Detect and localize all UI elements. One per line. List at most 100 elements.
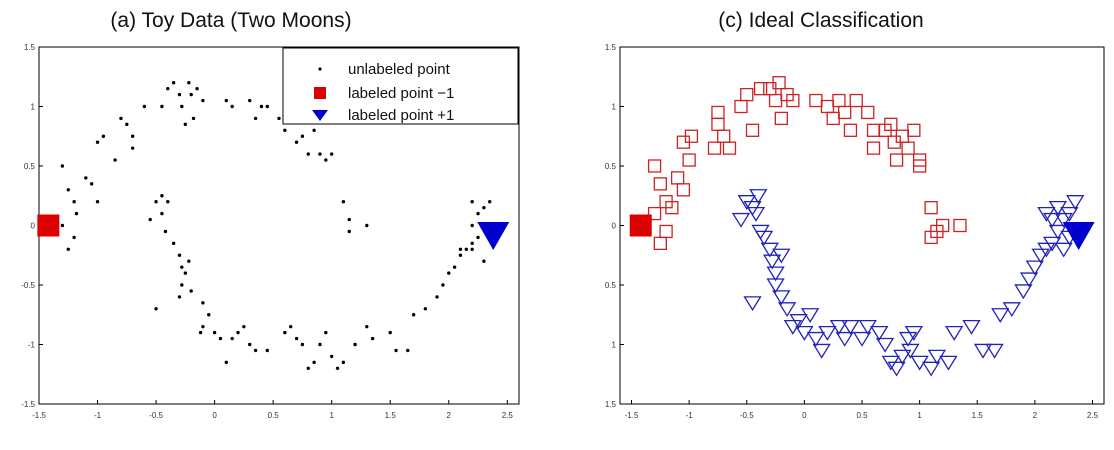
class-plus-point — [777, 302, 797, 318]
class-plus-point — [852, 331, 872, 347]
unlabeled-point — [306, 366, 310, 370]
class-minus-point — [665, 200, 679, 215]
y-tick-label: 1 — [612, 341, 617, 350]
x-tick-label: 0 — [212, 411, 217, 420]
class-plus-point — [746, 206, 766, 222]
class-plus-point — [939, 355, 958, 371]
unlabeled-point — [253, 348, 258, 353]
unlabeled-point — [324, 158, 328, 162]
unlabeled-point — [230, 336, 234, 341]
unlabeled-point — [406, 348, 410, 353]
unlabeled-point — [84, 176, 88, 180]
unlabeled-point — [198, 330, 203, 335]
unlabeled-point — [195, 86, 199, 91]
labeled-point-plus — [477, 222, 510, 251]
x-tick-label: 2.5 — [502, 411, 514, 420]
class-plus-point — [904, 325, 924, 341]
unlabeled-point — [236, 330, 240, 335]
unlabeled-point — [388, 330, 392, 335]
unlabeled-point — [72, 200, 76, 204]
class-plus-point — [841, 319, 860, 335]
unlabeled-point — [435, 295, 439, 299]
unlabeled-point — [335, 366, 340, 370]
legend-label-unlabeled: unlabeled point — [348, 61, 451, 78]
unlabeled-point — [283, 330, 287, 335]
class-minus-point — [838, 105, 852, 120]
unlabeled-point — [394, 348, 398, 353]
class-plus-point — [985, 343, 1004, 359]
x-tick-label: 2 — [447, 411, 452, 420]
unlabeled-point — [163, 229, 168, 234]
unlabeled-point — [476, 211, 480, 216]
class-minus-point — [866, 141, 881, 155]
class-plus-point — [754, 230, 774, 246]
class-minus-point — [653, 177, 667, 191]
y-axis-ticks: 1.5 1 0.5 0 -0.5 -1 -1.5 — [21, 43, 43, 409]
unlabeled-point — [353, 342, 357, 347]
class-plus-point — [945, 325, 964, 341]
class-plus-point — [991, 308, 1010, 323]
unlabeled-point — [154, 307, 158, 311]
scatter-points — [37, 81, 510, 370]
unlabeled-point — [441, 283, 445, 287]
class-plus-point — [818, 325, 837, 341]
y-tick-label: 0.5 — [605, 281, 617, 290]
unlabeled-point — [452, 265, 457, 269]
unlabeled-point — [201, 98, 205, 103]
class-plus-point — [893, 349, 912, 365]
y-tick-label: -1.5 — [21, 400, 35, 409]
labeled-point-plus — [1062, 222, 1095, 251]
x-tick-label: -1.5 — [32, 411, 46, 420]
x-axis-ticks: -1.5 -1 -0.5 0 0.5 1 1.5 2 2.5 — [32, 400, 513, 420]
class-minus-point — [772, 76, 786, 90]
unlabeled-point — [470, 200, 474, 204]
class-plus-point — [800, 308, 820, 323]
unlabeled-point — [207, 313, 211, 317]
class-minus-point — [745, 123, 760, 137]
unlabeled-point — [476, 235, 480, 240]
class-plus-point — [1025, 260, 1045, 276]
unlabeled-point — [191, 116, 196, 121]
y-axis-ticks: 1.5 1 0.5 0 0.5 1 1.5 — [605, 43, 624, 409]
class-plus-point — [901, 343, 920, 359]
class-plus-point — [875, 337, 895, 353]
unlabeled-point — [160, 211, 164, 216]
unlabeled-point — [224, 98, 229, 103]
y-tick-label: -0.5 — [21, 281, 35, 290]
class-plus-point — [1054, 212, 1073, 228]
y-tick-label: 1 — [31, 103, 36, 112]
chart-title-ideal-classification: (c) Ideal Classification — [718, 9, 923, 32]
unlabeled-point — [347, 217, 351, 222]
unlabeled-point — [265, 104, 269, 109]
class-plus-point — [766, 266, 785, 282]
class-minus-point — [707, 141, 722, 155]
unlabeled-point — [154, 200, 158, 204]
unlabeled-point — [300, 134, 305, 138]
unlabeled-point — [60, 223, 65, 228]
x-tick-label: -0.5 — [149, 411, 163, 420]
class-plus-point — [731, 212, 751, 228]
unlabeled-point — [160, 194, 164, 198]
unlabeled-point — [242, 324, 246, 329]
unlabeled-point — [187, 81, 191, 85]
unlabeled-point — [265, 348, 269, 353]
class-minus-point — [912, 159, 927, 173]
class-minus-point — [647, 159, 662, 173]
class-plus-point — [835, 331, 854, 347]
unlabeled-point — [101, 134, 106, 138]
unlabeled-point — [294, 140, 299, 144]
class-plus-point — [1031, 248, 1050, 264]
unlabeled-point — [470, 223, 474, 228]
unlabeled-point — [294, 336, 299, 341]
class-minus-point — [711, 105, 725, 120]
unlabeled-point — [365, 223, 369, 228]
labeled-point-minus — [37, 214, 60, 237]
class-minus-point — [684, 129, 699, 143]
unlabeled-point — [277, 116, 281, 121]
class-minus-point — [889, 153, 904, 167]
y-tick-label: 1.5 — [24, 43, 36, 52]
class-plus-point — [743, 296, 762, 312]
class-minus-point — [849, 93, 863, 108]
chart-title-toy-data: (a) Toy Data (Two Moons) — [110, 9, 351, 32]
